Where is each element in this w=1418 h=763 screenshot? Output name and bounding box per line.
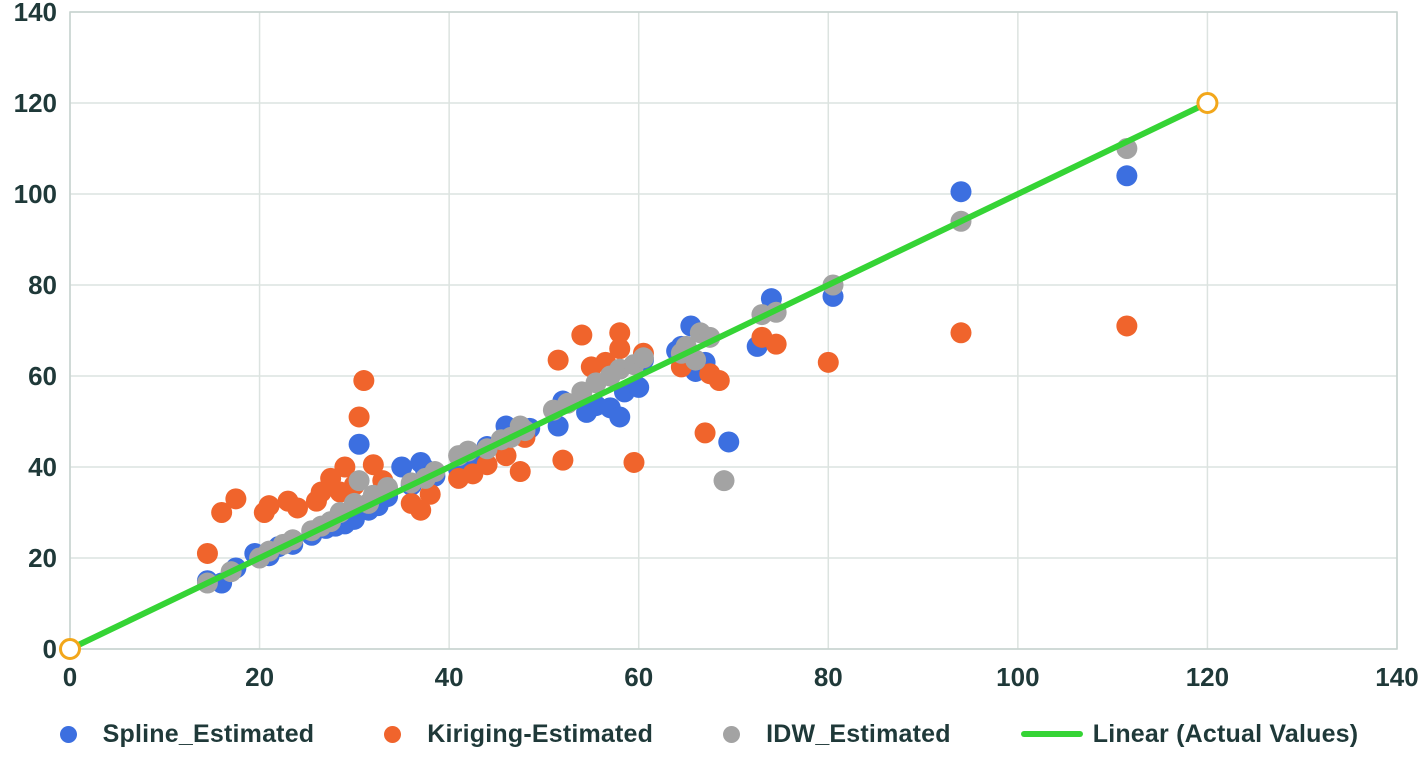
data-point-Kiriging-Estimated bbox=[362, 454, 384, 476]
spline-legend-marker-icon bbox=[59, 725, 77, 743]
y-tick-label: 100 bbox=[14, 179, 57, 209]
trend-endpoint-marker bbox=[1196, 92, 1219, 114]
y-tick-label: 60 bbox=[28, 361, 57, 391]
x-tick-label: 40 bbox=[435, 662, 464, 692]
data-point-Kiriging-Estimated bbox=[353, 370, 375, 392]
data-point-IDW_Estimated bbox=[713, 470, 735, 492]
data-point-Kiriging-Estimated bbox=[348, 406, 370, 428]
idw-legend-marker-icon bbox=[723, 725, 741, 743]
x-tick-label: 20 bbox=[245, 662, 274, 692]
x-tick-label: 0 bbox=[63, 662, 77, 692]
data-point-Kiriging-Estimated bbox=[286, 497, 308, 519]
data-point-IDW_Estimated bbox=[632, 347, 654, 369]
data-point-Kiriging-Estimated bbox=[225, 488, 247, 510]
y-tick-label: 140 bbox=[14, 0, 57, 27]
data-point-Spline_Estimated bbox=[391, 456, 413, 478]
data-point-Spline_Estimated bbox=[628, 376, 650, 398]
data-point-IDW_Estimated bbox=[348, 470, 370, 492]
kriging-legend-marker-icon bbox=[384, 725, 402, 743]
x-tick-label: 100 bbox=[996, 662, 1039, 692]
plot-area: 0 20 40 60 80 100 120 140 0 20 40 60 80 100 120 140 bbox=[14, 0, 1418, 692]
x-tick-label: 140 bbox=[1375, 662, 1418, 692]
y-tick-label: 20 bbox=[28, 543, 57, 573]
y-tick-label: 0 bbox=[43, 634, 57, 664]
data-point-Kiriging-Estimated bbox=[196, 542, 218, 564]
data-point-Kiriging-Estimated bbox=[476, 454, 498, 476]
data-point-Kiriging-Estimated bbox=[258, 495, 280, 517]
legend-label-kriging: Kiriging-Estimated bbox=[427, 719, 654, 748]
data-point-Kiriging-Estimated bbox=[817, 351, 839, 373]
x-tick-label: 120 bbox=[1186, 662, 1229, 692]
data-point-Kiriging-Estimated bbox=[547, 349, 569, 371]
legend-item-kriging[interactable]: Kiriging-Estimated bbox=[384, 720, 653, 749]
data-point-Kiriging-Estimated bbox=[609, 338, 631, 360]
legend-item-idw[interactable]: IDW_Estimated bbox=[723, 720, 951, 749]
data-point-Kiriging-Estimated bbox=[708, 370, 730, 392]
data-point-Spline_Estimated bbox=[950, 181, 972, 203]
legend-item-linear[interactable]: Linear (Actual Values) bbox=[1020, 719, 1359, 749]
legend-label-spline: Spline_Estimated bbox=[102, 719, 315, 748]
data-point-Kiriging-Estimated bbox=[495, 445, 517, 467]
data-point-Kiriging-Estimated bbox=[694, 422, 716, 444]
x-tick-label: 60 bbox=[624, 662, 653, 692]
data-point-Kiriging-Estimated bbox=[211, 502, 233, 523]
data-point-Kiriging-Estimated bbox=[1116, 315, 1138, 337]
legend-label-linear: Linear (Actual Values) bbox=[1092, 719, 1359, 748]
data-point-Kiriging-Estimated bbox=[552, 449, 574, 471]
data-point-Kiriging-Estimated bbox=[950, 322, 972, 344]
plot-border bbox=[69, 11, 1398, 650]
data-point-Spline_Estimated bbox=[1116, 165, 1138, 187]
linear-legend-line-icon bbox=[1020, 731, 1083, 737]
chart-legend: Spline_Estimated Kiriging-Estimated IDW_… bbox=[0, 712, 1418, 756]
data-point-Spline_Estimated bbox=[348, 433, 370, 455]
legend-label-idw: IDW_Estimated bbox=[766, 719, 951, 748]
data-point-Kiriging-Estimated bbox=[609, 322, 631, 344]
data-point-Kiriging-Estimated bbox=[571, 324, 593, 346]
data-point-Kiriging-Estimated bbox=[765, 333, 787, 355]
data-point-Kiriging-Estimated bbox=[623, 451, 645, 473]
data-point-Kiriging-Estimated bbox=[410, 499, 432, 521]
y-tick-label: 80 bbox=[28, 270, 57, 300]
data-point-Spline_Estimated bbox=[547, 415, 569, 437]
linear-trend-line bbox=[67, 100, 1211, 652]
data-point-Kiriging-Estimated bbox=[419, 483, 441, 505]
data-point-IDW_Estimated bbox=[685, 349, 707, 371]
x-tick-label: 80 bbox=[814, 662, 843, 692]
trend-endpoint-marker bbox=[59, 638, 81, 660]
data-point-Kiriging-Estimated bbox=[509, 461, 531, 483]
y-tick-label: 40 bbox=[28, 452, 57, 482]
data-point-Spline_Estimated bbox=[718, 431, 740, 453]
legend-item-spline[interactable]: Spline_Estimated bbox=[59, 719, 315, 749]
data-point-Spline_Estimated bbox=[609, 406, 631, 428]
y-tick-label: 120 bbox=[14, 88, 57, 118]
data-point-Kiriging-Estimated bbox=[334, 456, 356, 478]
